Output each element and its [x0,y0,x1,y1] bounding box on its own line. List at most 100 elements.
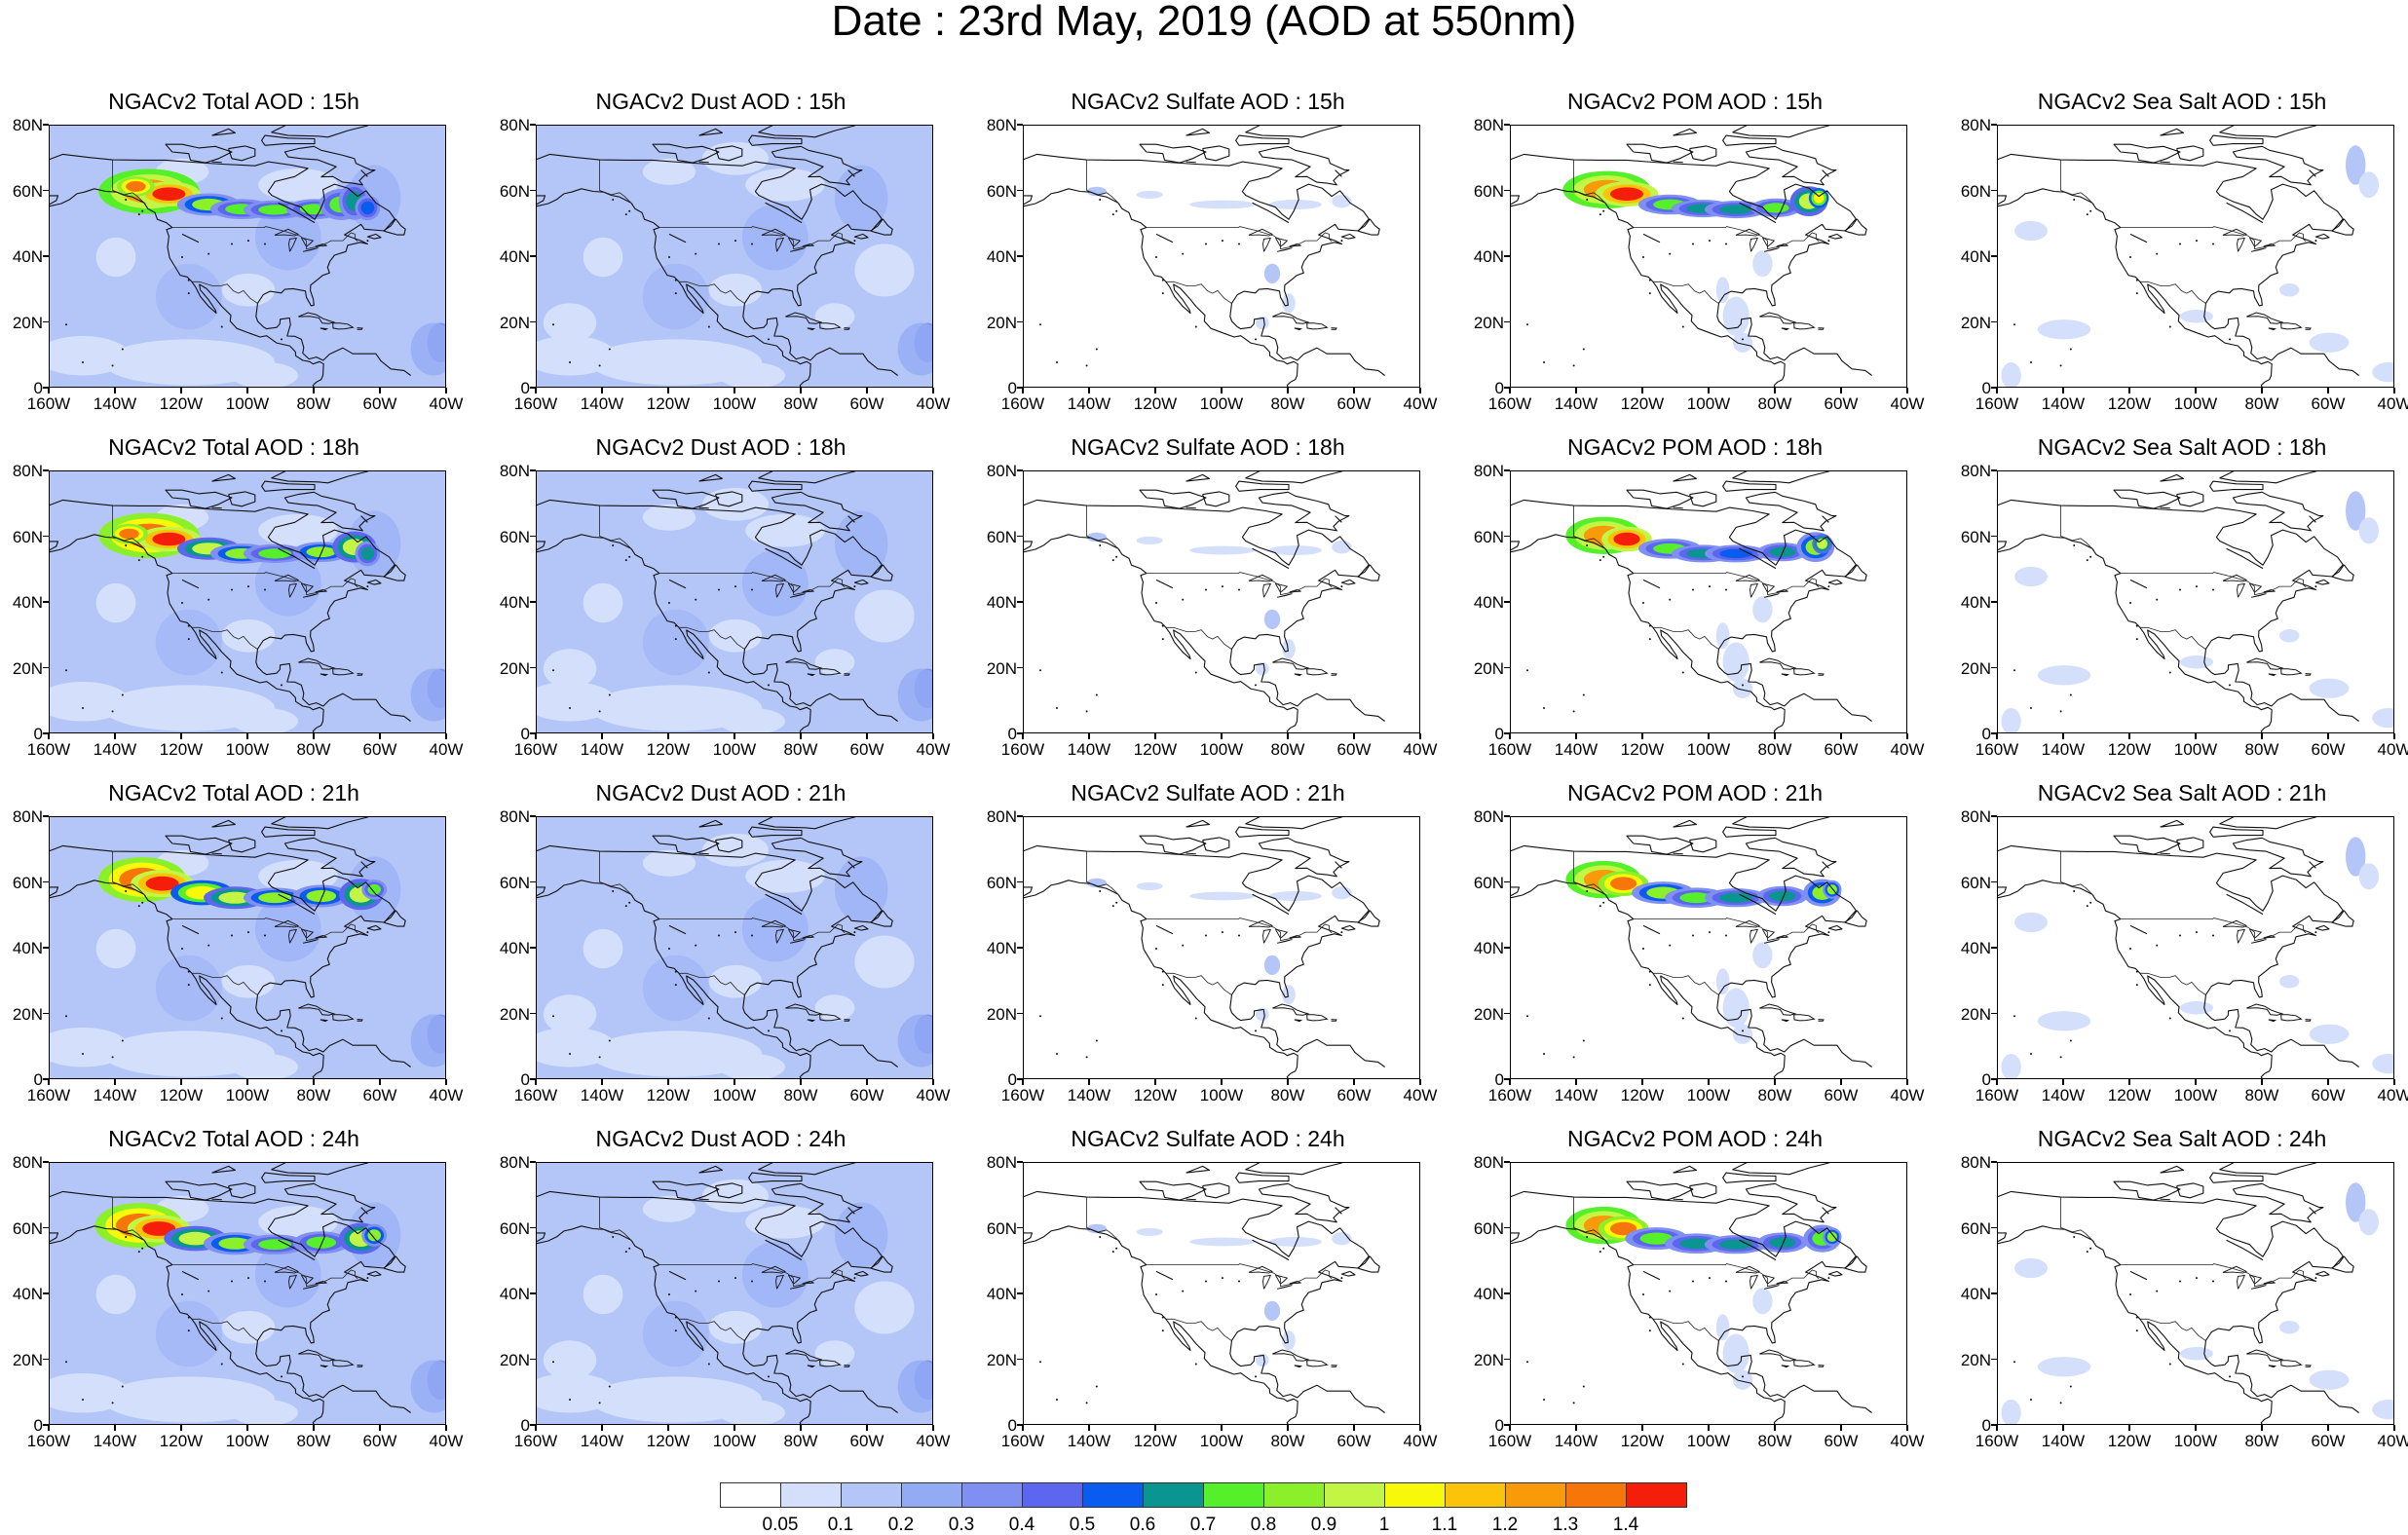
lon-tick [1840,388,1842,393]
lon-tick-label: 60W [2311,1432,2346,1450]
lon-tick [445,388,447,393]
lon-tick-label: 160W [513,394,558,413]
lon-tick-label: 40W [1403,740,1438,759]
lat-tick [1504,189,1510,192]
lon-tick-label: 160W [513,1432,558,1450]
colorbar-label: 1.3 [1552,1515,1579,1535]
lon-tick [1906,1079,1908,1085]
lat-tick [530,732,536,734]
lat-tick-label: 40N [12,1285,43,1303]
lon-tick-label: 60W [1336,740,1372,759]
lon-tick [535,733,537,739]
lat-tick-label: 80N [986,116,1017,134]
lat-tick-label: 60N [12,527,43,546]
aod-field-svg [537,471,932,732]
lon-tick-label: 60W [362,1432,397,1450]
lon-tick-label: 100W [1199,740,1244,759]
aod-map [49,125,446,388]
colorbar-label: 1 [1378,1515,1390,1535]
lon-tick [379,1425,381,1431]
lon-tick-label: 120W [646,740,691,759]
lon-tick [246,1079,248,1085]
map-panel-dust-21h: NGACv2 Dust AOD : 21h 80N 60N 40N 20N 0 160W 14… [487,779,955,1104]
lon-tick-label: 60W [1824,740,1859,759]
lon-tick [48,733,50,739]
lon-tick-label: 160W [26,1432,71,1450]
lon-tick-label: 160W [1487,1086,1532,1104]
lon-tick-label: 100W [225,740,270,759]
lat-tick-label: 80N [12,807,43,826]
lon-tick [1641,1079,1643,1085]
lat-tick-label: 20N [986,1350,1017,1369]
lat-tick [1991,1012,1997,1015]
lat-tick-label: 40N [1473,247,1504,266]
lat-tick-label: 80N [1473,807,1504,826]
lon-tick [667,1079,669,1085]
lat-tick [1504,387,1510,389]
colorbar-swatch [1626,1482,1687,1508]
lon-tick-label: 100W [2173,394,2218,413]
lon-tick [2062,1079,2064,1085]
lon-tick [180,1425,182,1431]
lon-tick-label: 60W [1336,1432,1372,1450]
lon-tick-label: 100W [225,1432,270,1450]
lat-tick [1017,387,1023,389]
aod-field-svg [1511,1163,1906,1424]
colorbar-label: 0.5 [1069,1515,1096,1535]
lon-tick [601,1425,603,1431]
lat-tick [1017,947,1023,949]
aod-field-svg [1024,1163,1419,1424]
lon-tick-label: 40W [2377,1432,2408,1450]
lon-tick-label: 40W [1890,1432,1925,1450]
lon-tick-label: 80W [1270,1432,1305,1450]
lat-tick [1017,1012,1023,1015]
lon-tick-label: 60W [849,394,884,413]
panel-title: NGACv2 Sulfate AOD : 21h [1071,780,1345,805]
lat-tick [1504,815,1510,817]
lat-tick-label: 0 [1981,379,1991,397]
lon-tick-label: 40W [2377,1086,2408,1104]
lon-tick-label: 40W [916,1086,951,1104]
lat-tick-label: 0 [1494,725,1504,743]
lat-tick-label: 40N [499,247,530,266]
map-panel-seasalt-21h: NGACv2 Sea Salt AOD : 21h 80N 60N 40N 20N 0 16… [1948,779,2408,1104]
lat-tick-label: 60N [1960,1218,1991,1238]
lon-tick [114,388,116,393]
lon-tick [932,1079,934,1085]
colorbar-swatch [841,1482,902,1508]
lon-tick [1996,733,1998,739]
lon-tick [2261,1425,2263,1431]
lat-tick-label: 80N [12,462,43,480]
lon-tick [2128,1425,2130,1431]
lon-tick [1022,1425,1024,1431]
lon-tick [1774,1425,1776,1431]
lon-tick-label: 100W [1199,1432,1244,1450]
lat-tick-label: 80N [1473,116,1504,134]
lon-tick [2195,1425,2197,1431]
figure-title: Date : 23rd May, 2019 (AOD at 550nm) [831,0,1577,45]
lon-tick [2128,1079,2130,1085]
lat-tick [43,947,49,949]
colorbar-label: 0.3 [948,1515,975,1535]
lon-tick-label: 40W [1403,1432,1438,1450]
lon-tick-label: 80W [296,394,331,413]
lon-tick-label: 80W [1270,394,1305,413]
lon-tick [1996,1079,1998,1085]
lon-tick-label: 100W [2173,740,2218,759]
lon-tick-label: 80W [1757,740,1792,759]
colorbar-swatch [720,1482,781,1508]
lon-tick [932,733,934,739]
lat-tick-label: 80N [986,807,1017,826]
lon-tick [2327,1425,2329,1431]
lat-tick-label: 0 [33,1070,43,1089]
panel-title: NGACv2 Sea Salt AOD : 24h [2037,1126,2327,1151]
lat-tick-label: 40N [12,247,43,266]
aod-field-svg [1024,817,1419,1078]
lon-tick-label: 140W [93,1432,137,1450]
lat-tick [1504,535,1510,538]
lat-tick-label: 80N [12,116,43,134]
lon-tick-label: 160W [513,1086,558,1104]
lon-tick [601,388,603,393]
lat-tick [43,535,49,538]
lat-tick [1017,255,1023,257]
